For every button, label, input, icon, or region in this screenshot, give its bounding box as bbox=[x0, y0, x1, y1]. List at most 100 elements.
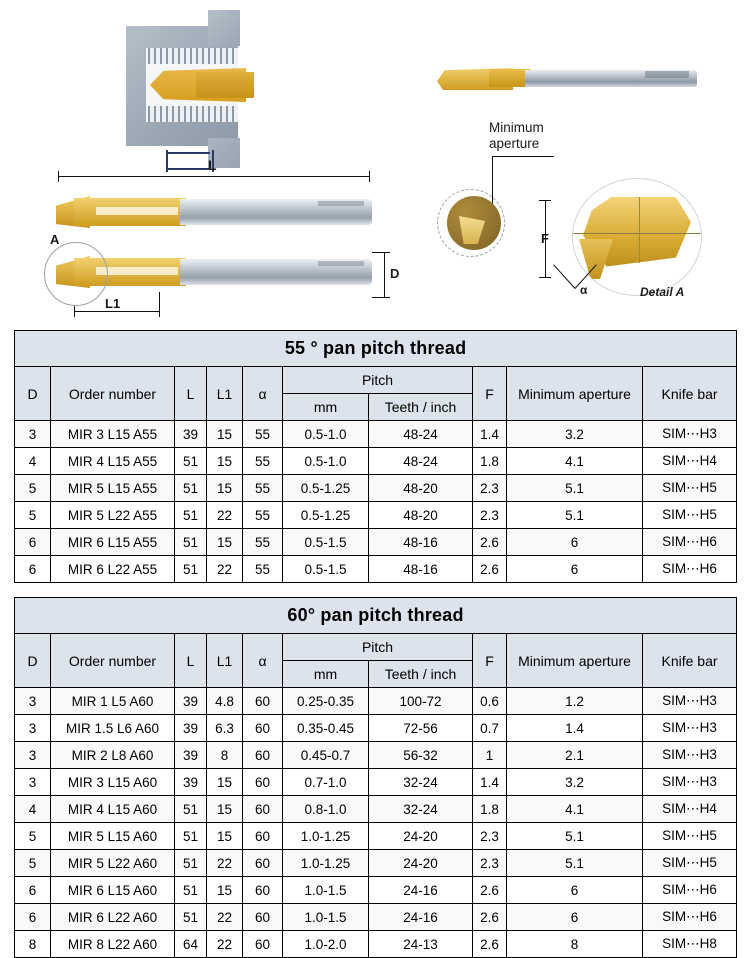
cell-l: 51 bbox=[174, 447, 207, 475]
detail-a-magnified-view bbox=[572, 178, 702, 296]
cell-f: 2.6 bbox=[472, 903, 507, 931]
cell-order-number: MIR 6 L15 A55 bbox=[50, 528, 175, 556]
cell-l1: 15 bbox=[206, 474, 243, 502]
col-header-pitch: Pitch bbox=[282, 366, 473, 394]
tool-photo-coating bbox=[489, 69, 531, 87]
detail-edge-line bbox=[639, 197, 640, 263]
dimension-tick-F-top bbox=[539, 200, 551, 201]
cell-l: 64 bbox=[174, 930, 207, 958]
col-header-l1: L1 bbox=[206, 633, 243, 688]
detail-a-callout-circle bbox=[44, 242, 108, 306]
cell-d: 4 bbox=[14, 447, 51, 475]
table-row[interactable]: 8 MIR 8 L22 A60 64 22 60 1.0-2.0 24-13 2.6 8 SIM⋯… bbox=[14, 930, 738, 958]
cell-minimum-aperture: 5.1 bbox=[506, 822, 643, 850]
table-55-wrapper: 55 ° pan pitch thread D Order number L L… bbox=[13, 330, 738, 583]
cell-l: 51 bbox=[174, 822, 207, 850]
label-minimum-aperture: Minimum aperture bbox=[489, 120, 544, 152]
cell-l1: 15 bbox=[206, 822, 243, 850]
cell-l1: 22 bbox=[206, 849, 243, 877]
col-header-pitch-teeth: Teeth / inch bbox=[368, 660, 473, 688]
col-header-l: L bbox=[174, 633, 207, 688]
cell-order-number: MIR 1.5 L6 A60 bbox=[50, 714, 175, 742]
dimension-tick-L-left bbox=[58, 171, 59, 182]
cell-order-number: MIR 6 L22 A60 bbox=[50, 903, 175, 931]
table-row[interactable]: 6 MIR 6 L22 A60 51 22 60 1.0-1.5 24-16 2.6 6 SIM⋯… bbox=[14, 903, 738, 931]
cell-alpha: 60 bbox=[242, 741, 283, 769]
table-row[interactable]: 3 MIR 1.5 L6 A60 39 6.3 60 0.35-0.45 72-56 0.7 1… bbox=[14, 714, 738, 742]
cell-l: 51 bbox=[174, 501, 207, 529]
table-row[interactable]: 4 MIR 4 L15 A60 51 15 60 0.8-1.0 32-24 1.8 4.1 SI… bbox=[14, 795, 738, 823]
cell-order-number: MIR 5 L22 A55 bbox=[50, 501, 175, 529]
tool-photo bbox=[437, 58, 697, 98]
col-header-order-number: Order number bbox=[50, 633, 175, 688]
upper-tool-groove bbox=[318, 201, 364, 206]
cell-pitch-mm: 0.45-0.7 bbox=[282, 741, 369, 769]
cell-l1: 15 bbox=[206, 420, 243, 448]
table-row[interactable]: 5 MIR 5 L15 A55 51 15 55 0.5-1.25 48-20 2.3 5.1 S… bbox=[14, 474, 738, 502]
product-diagram: L A D L1 Minimum aperture bbox=[0, 0, 750, 330]
cell-d: 5 bbox=[14, 474, 51, 502]
cell-f: 1.8 bbox=[472, 447, 507, 475]
table-row[interactable]: 5 MIR 5 L15 A60 51 15 60 1.0-1.25 24-20 2.3 5.1 S… bbox=[14, 822, 738, 850]
cell-d: 3 bbox=[14, 687, 51, 715]
cell-pitch-teeth: 24-13 bbox=[368, 930, 473, 958]
table-row[interactable]: 3 MIR 3 L15 A60 39 15 60 0.7-1.0 32-24 1.4 3.2 SI… bbox=[14, 768, 738, 796]
table-row[interactable]: 5 MIR 5 L22 A55 51 22 55 0.5-1.25 48-20 2.3 5.1 S… bbox=[14, 501, 738, 529]
dimension-line-D bbox=[384, 252, 385, 298]
cell-f: 2.3 bbox=[472, 849, 507, 877]
cell-f: 0.7 bbox=[472, 714, 507, 742]
cell-l: 51 bbox=[174, 528, 207, 556]
col-header-l: L bbox=[174, 366, 207, 421]
cell-l: 51 bbox=[174, 876, 207, 904]
cell-minimum-aperture: 4.1 bbox=[506, 447, 643, 475]
table-row[interactable]: 3 MIR 2 L8 A60 39 8 60 0.45-0.7 56-32 1 2.1 SIM⋯H… bbox=[14, 741, 738, 769]
cell-pitch-teeth: 24-20 bbox=[368, 822, 473, 850]
cell-minimum-aperture: 5.1 bbox=[506, 474, 643, 502]
table-row[interactable]: 6 MIR 6 L22 A55 51 22 55 0.5-1.5 48-16 2.6 6 SIM⋯… bbox=[14, 555, 738, 583]
col-header-minimum-aperture: Minimum aperture bbox=[506, 366, 643, 421]
cell-knife-bar: SIM⋯H4 bbox=[641, 795, 738, 823]
thread-teeth-top bbox=[148, 48, 238, 64]
cell-pitch-teeth: 32-24 bbox=[368, 795, 473, 823]
cell-minimum-aperture: 1.4 bbox=[506, 714, 643, 742]
cell-knife-bar: SIM⋯H4 bbox=[641, 447, 738, 475]
cross-section-illustration bbox=[126, 8, 256, 172]
cell-pitch-teeth: 24-16 bbox=[368, 903, 473, 931]
cell-l1: 6.3 bbox=[206, 714, 243, 742]
col-header-minimum-aperture: Minimum aperture bbox=[506, 633, 643, 688]
cell-order-number: MIR 5 L15 A55 bbox=[50, 474, 175, 502]
cell-l: 51 bbox=[174, 474, 207, 502]
table-row[interactable]: 4 MIR 4 L15 A55 51 15 55 0.5-1.0 48-24 1.8 4.1 SI… bbox=[14, 447, 738, 475]
cell-knife-bar: SIM⋯H3 bbox=[641, 420, 738, 448]
cell-f: 1.8 bbox=[472, 795, 507, 823]
col-header-d: D bbox=[14, 366, 51, 421]
table-row[interactable]: 3 MIR 3 L15 A55 39 15 55 0.5-1.0 48-24 1.4 3.2 SI… bbox=[14, 420, 738, 448]
cell-f: 2.6 bbox=[472, 930, 507, 958]
cell-order-number: MIR 6 L15 A60 bbox=[50, 876, 175, 904]
cell-minimum-aperture: 6 bbox=[506, 555, 643, 583]
label-minimum-aperture-line1: Minimum bbox=[489, 120, 544, 135]
cell-order-number: MIR 8 L22 A60 bbox=[50, 930, 175, 958]
dimension-tick-D-bottom bbox=[372, 297, 390, 298]
table-row[interactable]: 3 MIR 1 L5 A60 39 4.8 60 0.25-0.35 100-72 0.6 1.… bbox=[14, 687, 738, 715]
cell-pitch-mm: 0.5-1.0 bbox=[282, 447, 369, 475]
cell-f: 2.3 bbox=[472, 501, 507, 529]
workpiece-tab-top bbox=[208, 10, 240, 46]
cell-alpha: 55 bbox=[242, 447, 283, 475]
cell-l1: 22 bbox=[206, 903, 243, 931]
table-row[interactable]: 6 MIR 6 L15 A55 51 15 55 0.5-1.5 48-16 2.6 6 SIM⋯… bbox=[14, 528, 738, 556]
cell-pitch-mm: 1.0-1.5 bbox=[282, 876, 369, 904]
cell-l1: 4.8 bbox=[206, 687, 243, 715]
cell-pitch-teeth: 100-72 bbox=[368, 687, 473, 715]
table-row[interactable]: 6 MIR 6 L15 A60 51 15 60 1.0-1.5 24-16 2.6 6 SIM⋯… bbox=[14, 876, 738, 904]
cell-alpha: 60 bbox=[242, 822, 283, 850]
dimension-line-L1 bbox=[74, 311, 160, 312]
tool-drawing-upper bbox=[56, 190, 374, 238]
cell-alpha: 60 bbox=[242, 795, 283, 823]
table-row[interactable]: 5 MIR 5 L22 A60 51 22 60 1.0-1.25 24-20 2.3 5.1 S… bbox=[14, 849, 738, 877]
cell-f: 1.4 bbox=[472, 420, 507, 448]
angle-leg-right bbox=[553, 264, 576, 289]
label-minimum-aperture-line2: aperture bbox=[489, 136, 540, 151]
cell-alpha: 60 bbox=[242, 849, 283, 877]
cell-pitch-teeth: 24-16 bbox=[368, 876, 473, 904]
